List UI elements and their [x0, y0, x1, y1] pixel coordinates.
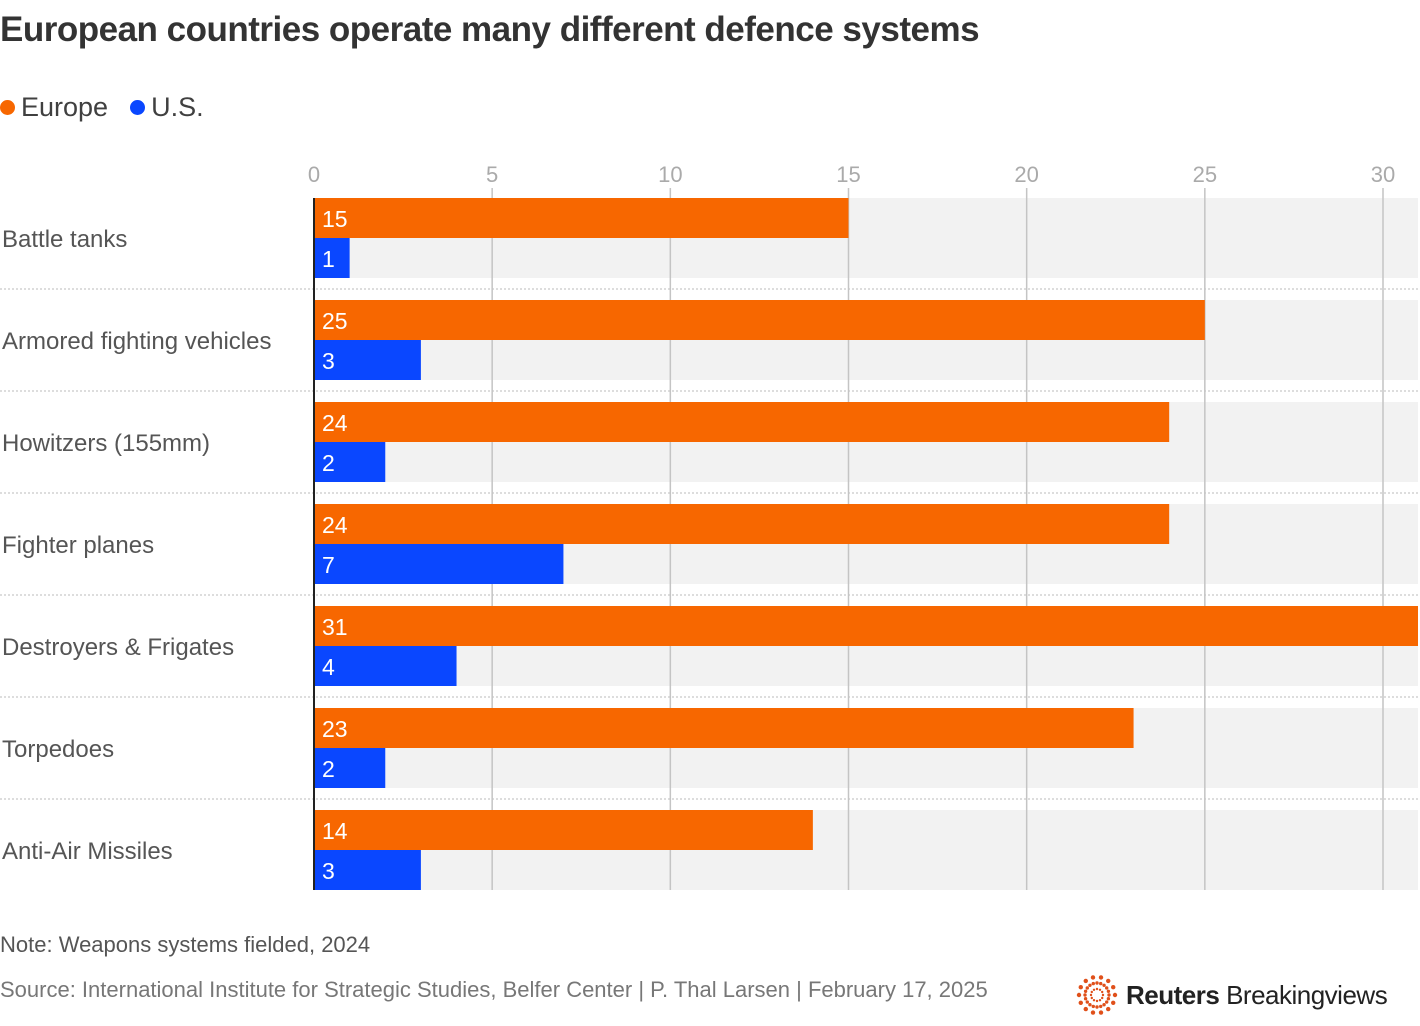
legend-label: U.S. — [151, 92, 204, 122]
us-bar — [314, 442, 386, 482]
europe-bar — [314, 810, 813, 850]
source: Source: International Institute for Stra… — [0, 977, 988, 1002]
europe-dot-icon — [0, 100, 15, 115]
x-tick-label: 15 — [836, 162, 860, 187]
category-label: Armored fighting vehicles — [2, 328, 271, 355]
category-label: Fighter planes — [2, 532, 154, 559]
data-label: 3 — [322, 858, 335, 884]
data-label: 24 — [322, 410, 348, 436]
legend-item-us: U.S. — [130, 92, 204, 123]
data-label: 2 — [322, 450, 335, 476]
data-label: 1 — [322, 246, 335, 272]
europe-bar — [314, 402, 1170, 442]
x-tick-label: 10 — [658, 162, 682, 187]
x-tick-label: 30 — [1371, 162, 1395, 187]
x-tick-label: 5 — [486, 162, 498, 187]
logo-regular: Breakingviews — [1226, 979, 1388, 1010]
data-label: 23 — [322, 716, 348, 742]
europe-bar — [314, 504, 1170, 544]
x-tick-label: 0 — [308, 162, 320, 187]
x-tick-label: 20 — [1014, 162, 1038, 187]
legend-item-europe: Europe — [0, 92, 108, 123]
us-bar — [314, 238, 350, 278]
category-label: Destroyers & Frigates — [2, 634, 234, 661]
data-label: 25 — [322, 308, 348, 334]
us-bar — [314, 544, 564, 584]
us-bar — [314, 748, 386, 788]
data-label: 7 — [322, 552, 335, 578]
data-label: 31 — [322, 614, 348, 640]
data-label: 24 — [322, 512, 348, 538]
category-label: Torpedoes — [2, 736, 114, 763]
category-label: Anti-Air Missiles — [2, 838, 173, 865]
chart-title: European countries operate many differen… — [0, 10, 980, 49]
legend-label: Europe — [21, 92, 109, 122]
reuters-breakingviews-logo: Reuters Breakingviews — [1076, 974, 1388, 1016]
europe-bar — [314, 300, 1205, 340]
category-label: Howitzers (155mm) — [2, 430, 210, 457]
logo-bold: Reuters — [1126, 979, 1220, 1010]
reuters-dots-icon — [1076, 975, 1118, 1015]
x-tick-label: 25 — [1193, 162, 1217, 187]
note: Note: Weapons systems fielded, 2024 — [0, 932, 371, 957]
europe-bar — [314, 708, 1134, 748]
us-bar — [314, 340, 421, 380]
category-label: Battle tanks — [2, 226, 127, 253]
legend: Europe U.S. — [0, 92, 204, 123]
europe-bar — [314, 606, 1418, 646]
us-bar — [314, 850, 421, 890]
data-label: 15 — [322, 206, 348, 232]
data-label: 3 — [322, 348, 335, 374]
data-label: 4 — [322, 654, 335, 680]
data-label: 14 — [322, 818, 348, 844]
data-label: 2 — [322, 756, 335, 782]
bar-chart: Battle tanks Armored fighting vehicles How… — [0, 162, 1420, 890]
us-dot-icon — [130, 100, 146, 115]
us-bar — [314, 646, 457, 686]
europe-bar — [314, 198, 849, 238]
